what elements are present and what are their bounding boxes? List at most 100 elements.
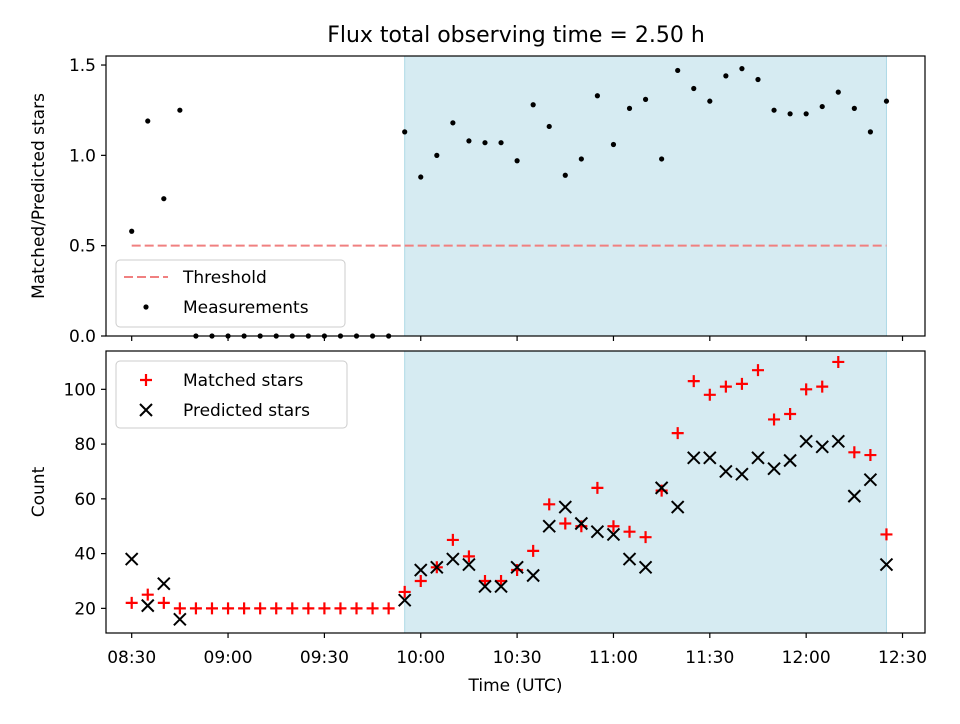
matched-star-point xyxy=(719,380,732,393)
legend-box xyxy=(115,259,346,328)
predicted-star-point xyxy=(510,560,524,574)
measurement-point xyxy=(257,333,263,339)
x-tick-label: 12:00 xyxy=(782,648,831,668)
matched-star-point xyxy=(398,585,411,598)
x-axis-label: Time (UTC) xyxy=(468,676,563,696)
predicted-star-point xyxy=(815,440,829,454)
predicted-star-point xyxy=(670,500,685,514)
measurement-point xyxy=(353,333,360,339)
measurement-point xyxy=(594,93,601,99)
measurement-point xyxy=(867,129,874,135)
predicted-star-point xyxy=(735,467,749,481)
x-tick-label: 10:00 xyxy=(396,648,445,668)
observing-span-shade xyxy=(404,55,887,337)
measurement-point xyxy=(787,111,793,117)
matched-star-point xyxy=(768,413,781,426)
measurement-point xyxy=(241,333,247,339)
measurement-point xyxy=(466,138,472,144)
x-tick-label: 08:30 xyxy=(107,648,156,668)
predicted-star-point xyxy=(719,464,733,479)
measurement-point xyxy=(434,152,440,158)
measurement-point xyxy=(707,98,713,104)
axes-frame xyxy=(105,55,926,337)
matched-star-point xyxy=(735,377,748,390)
matched-star-point xyxy=(800,383,813,396)
bottom-count-panel: 08:30 09:00 09:30 10:00 10:30 11:00 11:30 12:00… xyxy=(29,350,927,696)
measurement-point xyxy=(803,111,809,117)
predicted-star-point xyxy=(606,527,621,542)
series-predicted-stars xyxy=(124,434,894,627)
predicted-star-point xyxy=(558,500,572,514)
measurement-point xyxy=(145,118,151,124)
observing-span-shade xyxy=(404,350,887,634)
measurement-point xyxy=(691,85,697,92)
measurement-point xyxy=(369,333,376,339)
y-tick-label: 80 xyxy=(74,435,96,455)
measurement-point xyxy=(225,333,231,339)
predicted-star-point xyxy=(173,612,187,627)
y-tick-label: 60 xyxy=(74,490,96,510)
matched-star-point xyxy=(414,574,427,587)
predicted-star-point xyxy=(687,451,701,465)
predicted-star-point xyxy=(542,519,556,533)
matched-star-point xyxy=(559,517,572,530)
predicted-star-point xyxy=(157,577,171,591)
series-matched-stars xyxy=(125,355,893,615)
x-tick-label: 10:30 xyxy=(493,648,542,668)
legend-matched-swatch xyxy=(140,374,152,386)
measurement-point xyxy=(642,96,649,102)
measurement-point xyxy=(289,333,295,339)
legend-box xyxy=(115,360,348,429)
predicted-star-point xyxy=(414,563,428,577)
measurement-point xyxy=(530,102,536,108)
matched-star-point xyxy=(141,588,154,601)
matched-star-point xyxy=(671,427,684,440)
measurement-point xyxy=(337,333,344,339)
series-measurements xyxy=(129,66,890,339)
measurement-point xyxy=(723,73,729,79)
y-axis-label: Matched/Predicted stars xyxy=(29,93,49,299)
x-tick-label: 09:30 xyxy=(300,648,349,668)
matched-star-point xyxy=(832,355,845,368)
matched-star-point xyxy=(125,596,138,609)
predicted-star-point xyxy=(430,560,444,574)
legend: Matched stars Predicted stars xyxy=(115,360,348,429)
predicted-star-point xyxy=(783,453,797,468)
measurement-point xyxy=(675,67,681,74)
measurement-point xyxy=(273,333,279,339)
predicted-star-point xyxy=(494,579,508,594)
matched-star-point xyxy=(254,602,267,615)
matched-star-point xyxy=(350,602,363,615)
matched-star-point xyxy=(591,481,604,494)
measurement-point xyxy=(402,129,408,135)
legend: Threshold Measurements xyxy=(115,259,346,328)
legend-label: Predicted stars xyxy=(183,401,310,421)
matched-star-point xyxy=(157,596,170,609)
measurement-point xyxy=(771,107,777,113)
predicted-star-point xyxy=(590,524,605,539)
predicted-star-point xyxy=(622,552,637,566)
predicted-star-point xyxy=(767,462,781,476)
matched-star-point xyxy=(222,602,235,615)
measurement-point xyxy=(562,172,568,178)
measurement-point xyxy=(193,333,199,339)
measurement-point xyxy=(386,333,392,339)
matched-star-point xyxy=(880,528,893,541)
measurement-point xyxy=(177,107,183,113)
matched-star-point xyxy=(864,449,877,462)
matched-star-point xyxy=(816,380,829,393)
predicted-star-point xyxy=(654,481,669,495)
measurement-point xyxy=(129,228,135,234)
legend-predicted-swatch xyxy=(139,403,153,417)
predicted-star-point xyxy=(478,579,492,594)
y-axis-label: Count xyxy=(29,466,49,517)
predicted-star-point xyxy=(446,552,460,566)
measurement-point xyxy=(498,140,504,146)
matched-star-point xyxy=(784,407,797,420)
legend-label: Matched stars xyxy=(183,371,303,391)
matched-star-point xyxy=(751,364,764,377)
measurement-point xyxy=(418,174,424,180)
measurement-point xyxy=(514,158,520,164)
measurement-point xyxy=(321,333,327,339)
